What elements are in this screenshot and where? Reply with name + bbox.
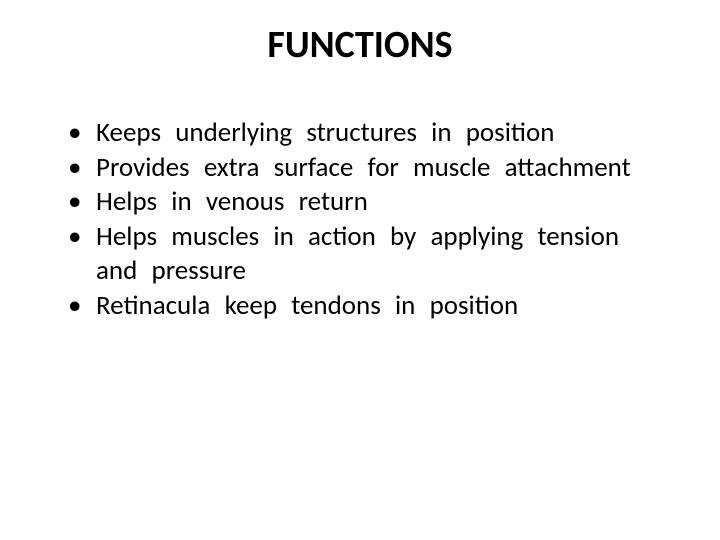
- bullet-item: Helps in venous return: [68, 185, 670, 220]
- bullet-item: Provides extra surface for muscle attach…: [68, 151, 670, 186]
- bullet-list: Keeps underlying structures in position …: [50, 116, 670, 323]
- slide-title: FUNCTIONS: [50, 22, 670, 68]
- bullet-item: Keeps underlying structures in position: [68, 116, 670, 151]
- bullet-item: Helps muscles in action by applying tens…: [68, 220, 670, 289]
- bullet-item: Retinacula keep tendons in position: [68, 289, 670, 324]
